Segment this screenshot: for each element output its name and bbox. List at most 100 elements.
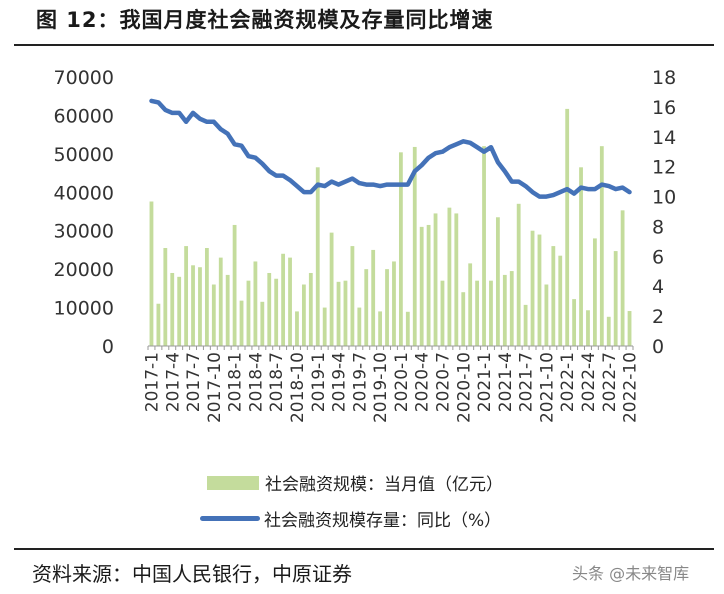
x-tick-label: 2021-4: [496, 352, 516, 412]
legend-swatch-bars: [207, 475, 259, 490]
title-divider: [14, 44, 714, 46]
bar: [405, 311, 410, 346]
bar: [558, 255, 563, 346]
bar: [343, 280, 348, 346]
source-note: 资料来源：中国人民银行，中原证券: [32, 562, 352, 586]
legend-label-line: 社会融资规模存量：同比（%）: [264, 511, 502, 531]
bar: [627, 311, 632, 346]
bar: [149, 201, 154, 346]
x-tick-label: 2021-10: [537, 352, 557, 423]
x-tick-label: 2021-1: [475, 352, 495, 412]
bar: [530, 230, 535, 346]
bar: [516, 203, 521, 346]
bar: [579, 167, 583, 346]
bar: [544, 284, 549, 346]
bar: [378, 311, 383, 346]
bar: [336, 281, 341, 346]
y-left-tick-label: 60000: [54, 105, 114, 127]
bar: [537, 234, 542, 346]
x-tick-label: 2019-1: [309, 352, 329, 412]
bar: [606, 316, 611, 346]
legend-swatch-line: [200, 516, 260, 521]
x-tick-label: 2017-10: [205, 352, 225, 423]
y-right-tick-label: 12: [652, 157, 676, 179]
x-tick-label: 2019-10: [371, 352, 391, 423]
bar: [440, 280, 445, 346]
bar: [329, 232, 334, 346]
x-tick-label: 2022-4: [579, 352, 599, 412]
bar: [613, 251, 618, 346]
y-left-tick-label: 20000: [54, 259, 114, 281]
x-tick-label: 2020-7: [433, 352, 453, 412]
x-tick-label: 2020-1: [392, 352, 412, 412]
bar: [308, 272, 313, 346]
bar: [198, 267, 202, 346]
legend-item-bars: 社会融资规模：当月值（亿元）: [207, 470, 503, 495]
x-tick-label: 2018-1: [226, 352, 246, 412]
y-right-tick-label: 4: [652, 276, 664, 298]
x-tick-label: 2017-4: [163, 352, 183, 412]
bar: [371, 249, 376, 346]
bar: [398, 152, 403, 346]
watermark: 头条 @未来智库: [572, 564, 690, 583]
footer-divider: [14, 548, 714, 550]
y-right-tick-label: 18: [652, 67, 676, 89]
y-right-tick-label: 0: [652, 336, 664, 358]
bar: [475, 280, 480, 346]
legend-label-bars: 社会融资规模：当月值（亿元）: [265, 475, 503, 495]
bar: [385, 269, 389, 346]
bar: [274, 278, 279, 346]
bar: [461, 292, 466, 346]
x-tick-label: 2018-7: [267, 352, 287, 412]
bar: [177, 276, 182, 346]
bar: [620, 210, 625, 346]
bar: [253, 261, 258, 346]
x-tick-label: 2021-7: [517, 352, 537, 412]
y-left-tick-label: 40000: [54, 182, 114, 204]
bar: [502, 274, 507, 346]
x-tick-label: 2022-10: [621, 352, 641, 423]
bar: [551, 246, 556, 346]
y-left-tick-label: 0: [102, 336, 114, 358]
x-tick-label: 2019-4: [330, 352, 350, 412]
legend-item-line: 社会融资规模存量：同比（%）: [200, 506, 501, 531]
bar: [426, 224, 431, 346]
bar: [225, 274, 230, 346]
bar: [295, 311, 299, 346]
x-tick-label: 2017-1: [142, 352, 162, 412]
bar: [468, 263, 473, 346]
bar: [170, 272, 175, 346]
bar: [489, 280, 493, 346]
bar: [419, 226, 424, 346]
bar: [281, 253, 286, 346]
series-line: [149, 98, 632, 199]
bar: [357, 307, 362, 346]
y-right-tick-label: 6: [652, 246, 664, 268]
y-right-tick-label: 2: [652, 306, 664, 328]
y-left-tick-label: 50000: [54, 144, 114, 166]
bar: [392, 261, 396, 346]
y-right-tick-label: 16: [652, 97, 676, 119]
x-tick-label: 2020-4: [413, 352, 433, 412]
chart-title: 图 12：我国月度社会融资规模及存量同比增速: [36, 8, 494, 32]
bar: [211, 284, 216, 346]
bar: [509, 271, 514, 346]
bar: [447, 207, 452, 346]
bar: [204, 248, 209, 346]
y-left-tick-label: 70000: [54, 67, 114, 89]
bar: [156, 303, 161, 346]
chart-area: 0 10000 20000 30000 40000 50000 60000 70000 0 2 4 6…: [54, 67, 677, 423]
bar: [163, 248, 168, 346]
bar: [191, 265, 195, 346]
x-tick-label: 2022-7: [600, 352, 620, 412]
bar: [482, 146, 486, 346]
bar: [315, 167, 320, 346]
bar: [232, 224, 237, 346]
x-tick-label: 2017-7: [184, 352, 204, 412]
bar: [495, 217, 500, 346]
bar: [239, 300, 244, 346]
bar: [592, 238, 597, 346]
bar: [599, 146, 604, 346]
bar: [322, 307, 327, 346]
bar: [433, 213, 438, 346]
